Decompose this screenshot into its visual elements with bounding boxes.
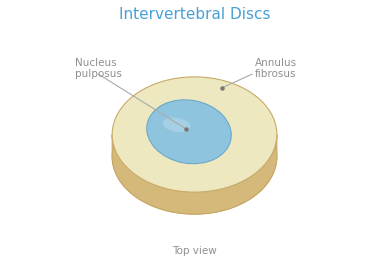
Text: Intervertebral Discs: Intervertebral Discs (119, 7, 270, 22)
Polygon shape (112, 134, 277, 214)
Ellipse shape (112, 77, 277, 192)
Text: Nucleus
pulposus: Nucleus pulposus (75, 58, 122, 79)
Ellipse shape (147, 100, 231, 164)
Text: Annulus
fibrosus: Annulus fibrosus (255, 58, 297, 79)
Ellipse shape (112, 99, 277, 214)
Text: Top view: Top view (172, 246, 217, 256)
Ellipse shape (163, 118, 190, 132)
